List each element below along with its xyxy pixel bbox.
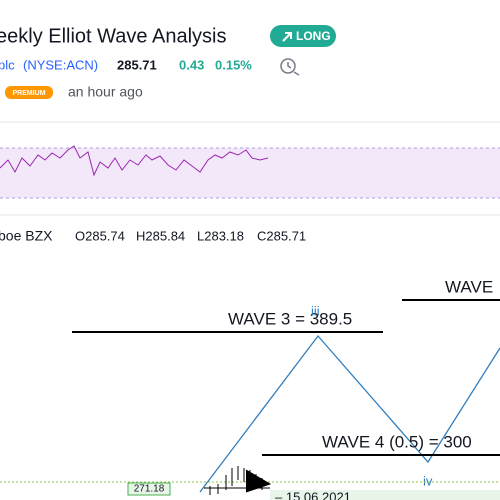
timestamp: an hour ago (68, 84, 143, 100)
premium-badge (5, 86, 53, 99)
wave3-label: iii (311, 303, 320, 318)
price-tag-text: 271.18 (134, 484, 165, 495)
candles (204, 466, 272, 495)
legend-open: O285.74 (75, 228, 125, 243)
change: 0.43 (179, 57, 204, 72)
oscillator-band (0, 148, 500, 198)
legend-high: H285.84 (136, 228, 185, 243)
long-badge[interactable] (270, 25, 336, 47)
legend-source: boe BZX (0, 228, 53, 244)
arrow-icon (282, 32, 292, 42)
premium-text: PREMIUM (12, 90, 45, 97)
wave-path (199, 334, 500, 493)
wave4-label: iv (423, 473, 433, 488)
clock-icon[interactable] (280, 58, 300, 76)
wave4-text: WAVE 4 (0.5) = 300 (322, 432, 472, 451)
price: 285.71 (117, 57, 157, 72)
date-text: – 15.06.2021 (275, 489, 351, 500)
legend-low: L283.18 (197, 228, 244, 243)
oscillator-line (0, 145, 269, 177)
wave5-text: WAVE (445, 277, 493, 296)
price-tag (127, 482, 171, 496)
idea-title: eekly Elliot Wave Analysis (0, 25, 226, 47)
symbol-ticker[interactable]: (NYSE:ACN) (23, 57, 98, 72)
change-pct: 0.15% (215, 57, 252, 72)
long-text: LONG (296, 29, 331, 43)
date-box (270, 490, 500, 500)
legend-close: C285.71 (257, 228, 306, 243)
wave3-text: WAVE 3 = 389.5 (228, 309, 352, 328)
symbol-name[interactable]: plc (0, 57, 15, 72)
